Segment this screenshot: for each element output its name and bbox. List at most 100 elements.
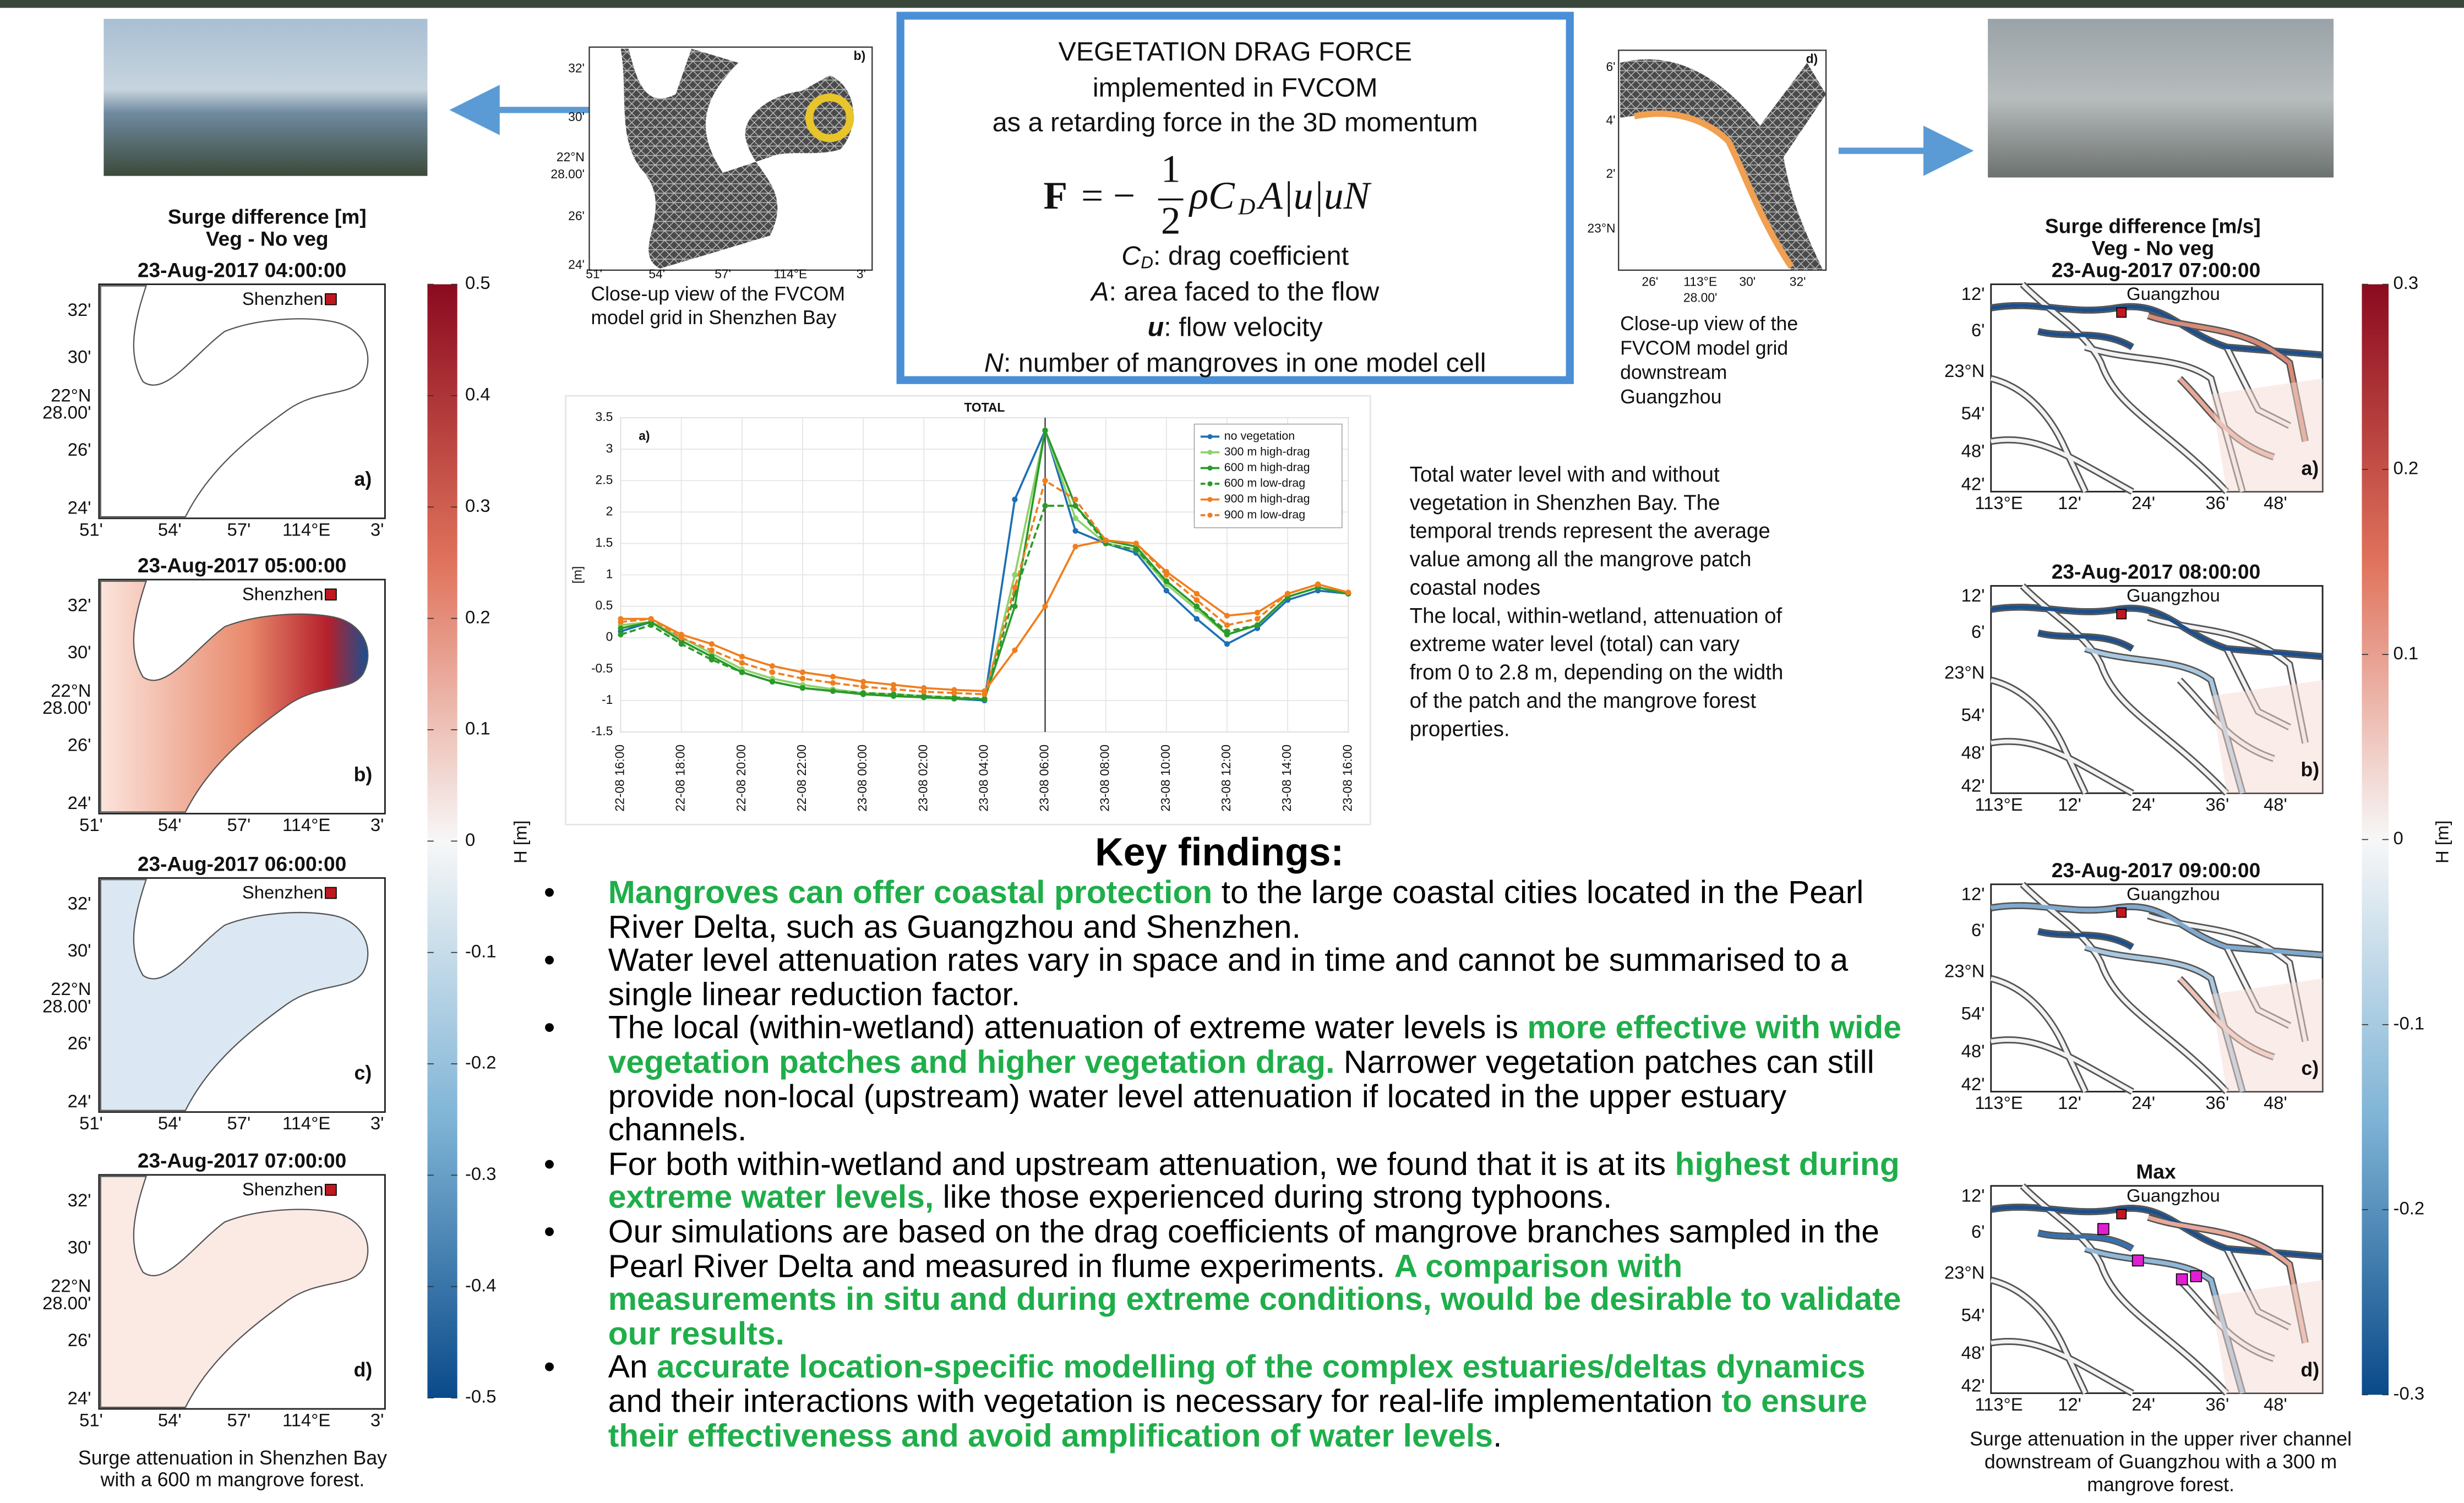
river [2147, 914, 2308, 1042]
city-marker [325, 293, 337, 305]
mesh-y-tick: 26' [568, 209, 585, 223]
colorbar-label: 0.4 [465, 384, 490, 405]
data-point [1042, 478, 1048, 484]
map-x-tick: 36' [2205, 794, 2229, 815]
legend-marker [1207, 450, 1213, 455]
finding-text: The local (within-wetland) attenuation o… [608, 1010, 1528, 1047]
finding-text: Mangroves can offer coastal protection [608, 875, 1213, 911]
data-point [830, 688, 836, 694]
map-x-tick: 36' [2205, 1092, 2229, 1113]
map-panel-title: 23-Aug-2017 05:00:00 [138, 554, 346, 577]
colorbar-title: H [m] [510, 821, 530, 863]
chart-note: The local, within-wetland, attenuation o… [1410, 604, 1782, 628]
map-caption: Surge attenuation in the upper river cha… [1970, 1428, 2352, 1450]
mesh-x-tick: 30' [1739, 275, 1756, 289]
mesh-panel-label: d) [1806, 51, 1818, 65]
chart-note: vegetation in Shenzhen Bay. The [1410, 491, 1720, 515]
data-point [799, 685, 806, 691]
river [1990, 1278, 2087, 1395]
map-panel-title: 23-Aug-2017 08:00:00 [2052, 560, 2260, 583]
station-marker [2176, 1273, 2188, 1286]
chart-title: TOTAL [964, 400, 1005, 414]
formula-eq: = − [1081, 174, 1135, 217]
map-y-tick: 32' [68, 893, 91, 914]
map-city: Shenzhen [242, 882, 324, 903]
legend-marker [1207, 481, 1213, 487]
river [1991, 739, 2134, 795]
colorbar-label: -0.5 [465, 1386, 497, 1407]
chart-note: of the patch and the mangrove forest [1410, 689, 1757, 713]
station-marker [2097, 1223, 2109, 1236]
city-marker [325, 588, 337, 601]
map-x-tick: 54' [158, 815, 182, 835]
colorbar-label: -0.1 [2394, 1013, 2425, 1033]
map-x-tick: 51' [79, 815, 103, 835]
finding-text: For both within-wetland and upstream att… [608, 1146, 1675, 1183]
legend-marker [1207, 434, 1213, 439]
colorbar-label: 0.5 [465, 272, 490, 293]
colorbar-label: 0.2 [465, 606, 490, 627]
map-y-tick: 42' [1961, 1074, 1985, 1094]
y-axis-label: [m] [570, 566, 585, 584]
city-marker [2116, 307, 2127, 318]
data-point [1193, 616, 1200, 622]
map-x-tick: 3' [370, 519, 384, 539]
map-y-tick: 6' [1971, 621, 1985, 642]
x-tick-label: 22-08 18:00 [673, 745, 688, 812]
map-panel-label: d) [2301, 1359, 2319, 1381]
box-line: implemented in FVCOM [1093, 73, 1378, 102]
river [1991, 1339, 2134, 1395]
data-point [891, 686, 897, 692]
data-point [1224, 628, 1230, 635]
map-y-tick: 54' [1961, 704, 1985, 725]
definition-symbol: C [1121, 241, 1141, 271]
mesh-x-tick: 54' [648, 266, 665, 281]
map-y-tick: 6' [1971, 920, 1985, 940]
formula-num: 1 [1161, 147, 1181, 190]
map-panel-title: 23-Aug-2017 07:00:00 [2052, 259, 2260, 282]
finding-text: A comparison with measurements in situ a… [608, 1248, 1901, 1352]
colorbar-title: H [m] [2432, 821, 2452, 863]
data-point [769, 669, 776, 675]
data-point [891, 691, 897, 697]
data-point [1254, 609, 1261, 616]
mesh-y-tick: 28.00' [550, 167, 585, 181]
map-panel-title: 23-Aug-2017 04:00:00 [138, 259, 346, 282]
mesh-x-tick: 51' [586, 266, 602, 281]
data-point [891, 682, 897, 688]
map-y-tick: 30' [68, 1237, 91, 1258]
map-y-tick: 24' [68, 1388, 91, 1408]
map-y-tick: 28.00' [42, 1293, 91, 1313]
map-y-tick: 22°N [51, 979, 91, 999]
map-y-tick: 24' [68, 497, 91, 517]
data-point [1193, 603, 1200, 609]
map-caption: mangrove forest. [2087, 1473, 2234, 1495]
finding: Our simulations are based on the drag co… [544, 1215, 1905, 1352]
map-y-tick: 30' [68, 940, 91, 960]
formula-den: 2 [1161, 199, 1181, 243]
data-point [1012, 584, 1018, 591]
map-x-tick: 36' [2205, 493, 2229, 513]
colorbar-label: 0.3 [2394, 272, 2419, 293]
top-strip [0, 0, 2464, 8]
definition-text: : area faced to the flow [1109, 277, 1380, 307]
legend-label: 900 m high-drag [1224, 492, 1310, 505]
map-x-tick: 113°E [1975, 1092, 2023, 1113]
data-point [1193, 597, 1200, 603]
data-point [769, 663, 776, 669]
x-tick-label: 23-08 12:00 [1219, 745, 1233, 812]
data-point [1163, 587, 1169, 594]
map-x-tick: 24' [2132, 1092, 2155, 1113]
map-x-tick: 51' [79, 1113, 103, 1133]
map-city: Guangzhou [2127, 1185, 2220, 1205]
city-marker [325, 887, 337, 899]
station-marker [2132, 1254, 2144, 1267]
map-y-tick: 28.00' [42, 402, 91, 423]
x-tick-label: 23-08 16:00 [1340, 745, 1354, 812]
formula-lhs: F [1043, 174, 1067, 217]
colorbar-label: -0.1 [465, 941, 497, 961]
map-y-tick: 12' [1961, 585, 1985, 605]
mesh-caption: Guangzhou [1620, 386, 1721, 408]
river-signal [2037, 929, 2134, 949]
y-tick-label: 1.5 [596, 535, 613, 550]
